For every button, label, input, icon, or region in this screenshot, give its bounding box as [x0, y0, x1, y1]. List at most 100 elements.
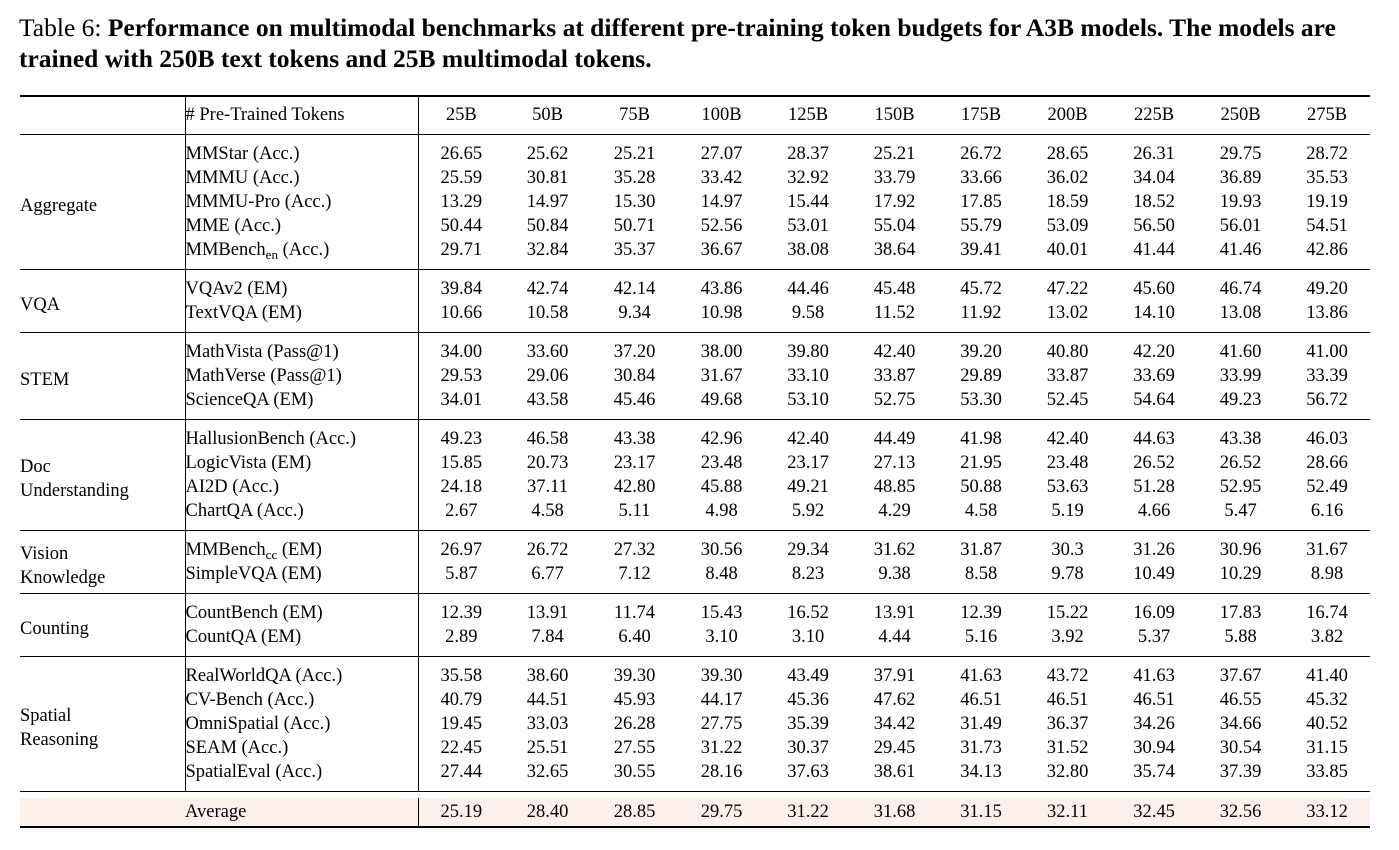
score-cell: 31.67	[1284, 530, 1370, 562]
column-header: 125B	[765, 95, 851, 135]
average-section: Average 25.19 28.40 28.85 29.75 31.22 31…	[20, 791, 1370, 829]
benchmark-name: ChartQA (Acc.)	[185, 499, 419, 531]
table-body: Aggregate MMStar (Acc.) 26.65 25.62 25.21 27.…	[20, 134, 1370, 792]
score-cell: 13.08	[1219, 303, 1262, 323]
score-cell: 52.49	[1306, 477, 1348, 497]
score-cell: 34.26	[1133, 714, 1175, 734]
benchmark-name: CountBench (EM)	[185, 593, 419, 625]
score-cell: 11.52	[874, 303, 915, 323]
score-cell: 28.16	[700, 762, 743, 782]
benchmark-name: MMBenchen (Acc.)	[185, 238, 419, 270]
score-cell: 27.55	[613, 738, 656, 758]
score-cell: 46.51	[1046, 690, 1089, 710]
score-cell: 52.56	[700, 216, 743, 236]
table-row: VQA VQAv2 (EM) 39.84 42.74 42.14 43.86 44.46 45…	[20, 269, 1370, 333]
average-value: 32.45	[1111, 798, 1197, 827]
score-cell: 16.52	[765, 593, 851, 625]
table-row: Spatial Reasoning RealWorldQA (Acc.) 35.58 3…	[20, 656, 1370, 792]
score-cell: 37.63	[787, 762, 829, 782]
score-cell: 24.18	[440, 477, 483, 497]
score-cell: 30.37	[787, 738, 829, 758]
table-row: MMBenchen (Acc.) 29.71 32.84 35.37 36.67 38.0…	[20, 238, 1370, 270]
score-cell: 35.39	[787, 714, 829, 734]
column-header: 25B	[418, 95, 504, 135]
column-header: 150B	[851, 95, 938, 135]
score-cell: 20.73	[526, 453, 569, 473]
header-label: # Pre-Trained Tokens	[185, 95, 419, 135]
score-cell: 38.64	[873, 240, 916, 260]
score-cell: 6.77	[531, 564, 564, 584]
score-cell: 12.39	[938, 593, 1024, 625]
score-cell: 38.00	[678, 332, 765, 364]
score-cell: 36.67	[700, 240, 743, 260]
score-cell: 4.44	[878, 627, 911, 647]
score-cell: 33.87	[873, 366, 916, 386]
score-cell: 5.37	[1137, 627, 1171, 647]
table-row: Aggregate MMStar (Acc.) 26.65 25.62 25.21 27.…	[20, 134, 1370, 216]
score-cell: 54.51	[1306, 216, 1348, 236]
score-cell: 19.19	[1306, 192, 1348, 212]
header-row: # Pre-Trained Tokens 25B 50B 75B 100B 12…	[20, 95, 1370, 135]
score-cell: 43.86	[678, 269, 765, 301]
table-row: OmniSpatial (Acc.) 19.45 33.03 26.28 27.75 35…	[20, 712, 1370, 736]
score-cell: 17.92	[873, 192, 916, 212]
benchmark-name: MMMU (Acc.)	[185, 166, 419, 190]
score-cell: 4.66	[1137, 501, 1171, 521]
score-cell: 29.75	[1219, 144, 1262, 164]
score-cell: 45.60	[1111, 269, 1197, 301]
average-value: 32.11	[1024, 798, 1111, 827]
score-cell: 3.82	[1310, 627, 1344, 647]
average-value: 25.19	[418, 798, 504, 827]
table-row: SEAM (Acc.) 22.45 25.51 27.55 31.22 30.37 29.4…	[20, 736, 1370, 760]
score-cell: 37.20	[591, 332, 678, 364]
score-cell: 31.52	[1046, 738, 1089, 758]
score-cell: 52.75	[873, 390, 916, 410]
score-cell: 5.92	[791, 501, 825, 521]
score-cell: 9.34	[618, 303, 651, 323]
benchmark-name: VQAv2 (EM)	[185, 269, 419, 301]
column-header: 225B	[1111, 95, 1197, 135]
score-cell: 3.10	[705, 627, 738, 647]
score-cell: 44.46	[765, 269, 851, 301]
score-cell: 37.91	[851, 656, 938, 688]
benchmark-name: SpatialEval (Acc.)	[185, 760, 419, 792]
score-cell: 50.84	[526, 216, 569, 236]
score-cell: 30.54	[1219, 738, 1262, 758]
table-row: ChartQA (Acc.) 2.67 4.58 5.11 4.98 5.92 4.29 4.…	[20, 499, 1370, 531]
score-cell: 31.26	[1111, 530, 1197, 562]
score-cell: 46.74	[1197, 269, 1284, 301]
benchmark-name: LogicVista (EM)	[185, 451, 419, 475]
score-cell: 39.30	[591, 656, 678, 688]
score-cell: 38.08	[787, 240, 829, 260]
benchmark-name: SEAM (Acc.)	[185, 736, 419, 760]
score-cell: 10.98	[700, 303, 743, 323]
score-cell: 33.03	[526, 714, 569, 734]
score-cell: 7.12	[618, 564, 651, 584]
benchmark-name: AI2D (Acc.)	[185, 475, 419, 499]
score-cell: 30.56	[678, 530, 765, 562]
score-cell: 46.58	[504, 419, 591, 451]
score-cell: 14.10	[1133, 303, 1175, 323]
score-cell: 45.46	[613, 390, 656, 410]
category-label-line: Doc	[20, 456, 51, 477]
score-cell: 37.11	[527, 477, 568, 497]
score-cell: 33.66	[960, 168, 1002, 188]
score-cell: 35.28	[613, 168, 656, 188]
table-row: MME (Acc.) 50.44 50.84 50.71 52.56 53.01 55.04…	[20, 214, 1370, 238]
score-cell: 29.06	[526, 366, 569, 386]
score-cell: 35.74	[1133, 762, 1175, 782]
score-cell: 4.29	[878, 501, 911, 521]
column-header: 275B	[1284, 95, 1370, 135]
score-cell: 40.52	[1306, 714, 1348, 734]
score-cell: 42.14	[591, 269, 678, 301]
score-cell: 16.09	[1111, 593, 1197, 625]
score-cell: 34.42	[873, 714, 916, 734]
score-cell: 13.86	[1306, 303, 1348, 323]
score-cell: 15.44	[787, 192, 829, 212]
score-cell: 2.67	[445, 501, 478, 521]
score-cell: 43.58	[526, 390, 569, 410]
results-table: # Pre-Trained Tokens 25B 50B 75B 100B 12…	[20, 95, 1370, 829]
score-cell: 15.85	[440, 453, 483, 473]
score-cell: 42.40	[765, 419, 851, 451]
benchmark-name: MMBenchcc (EM)	[185, 530, 419, 562]
